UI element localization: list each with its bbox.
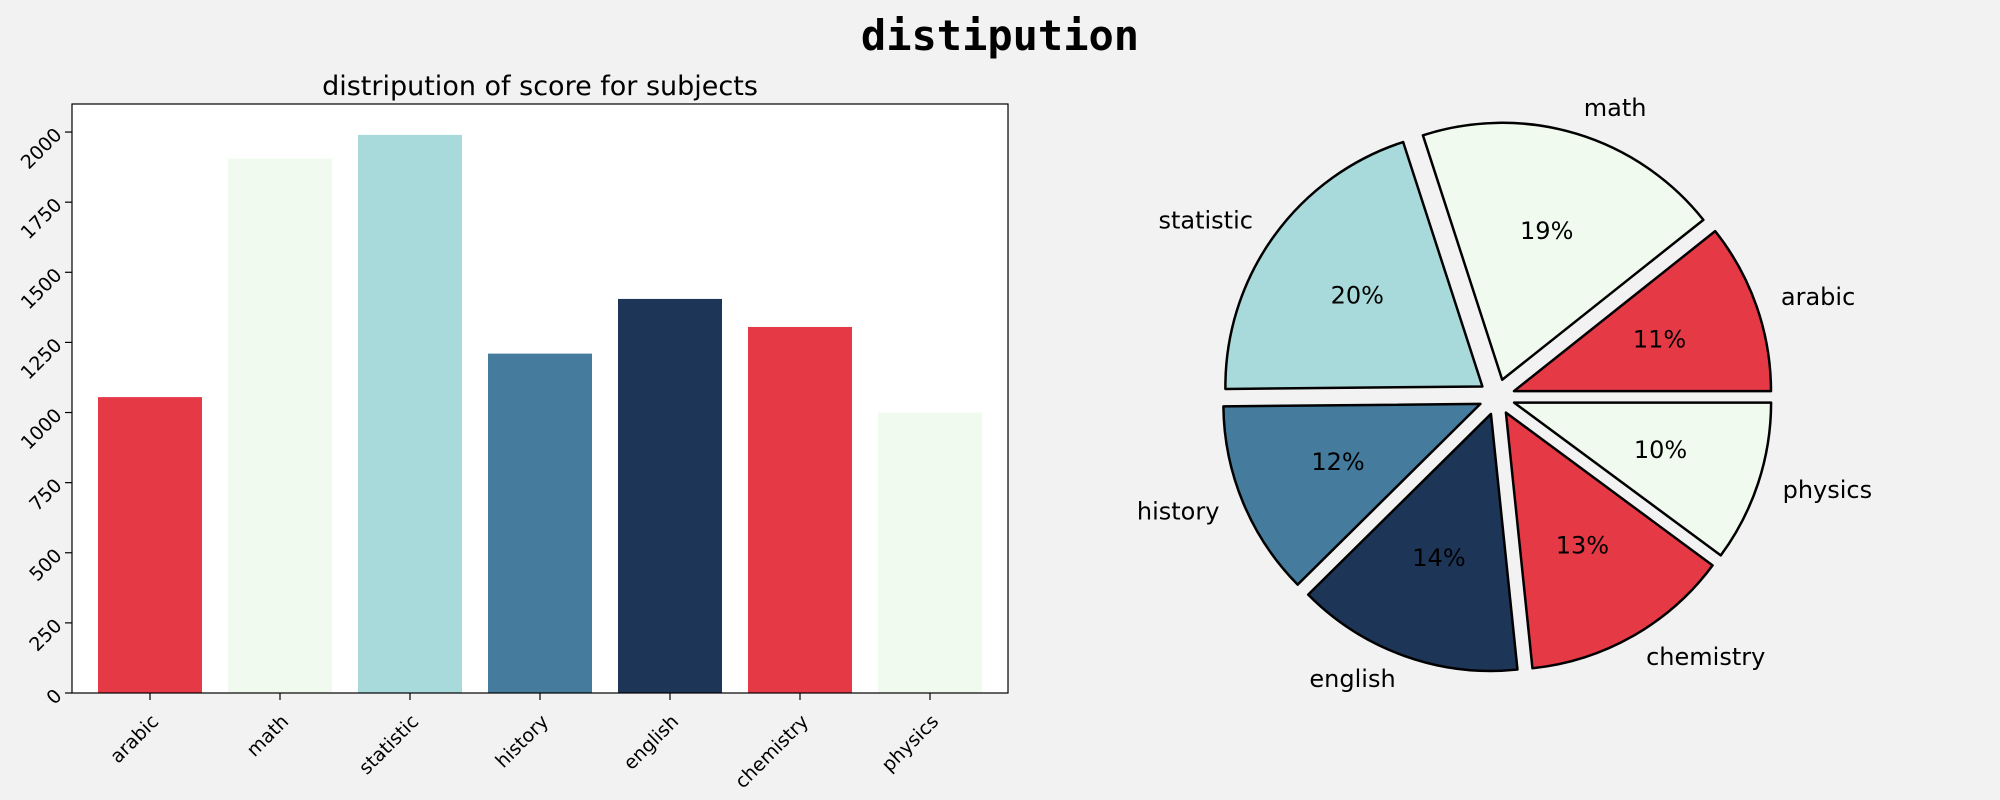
pie-percent-label-chemistry: 13% (1556, 532, 1609, 560)
bar-arabic (98, 397, 202, 693)
x-tick-label-chemistry: chemistry (731, 711, 813, 793)
bar-chemistry (748, 326, 852, 693)
bar-statistic (358, 134, 462, 693)
y-tick-label: 1250 (17, 334, 67, 384)
y-tick-label: 500 (25, 545, 66, 586)
pie-percent-label-math: 19% (1520, 217, 1573, 245)
bar-math (228, 158, 332, 693)
bar-english (618, 298, 722, 693)
pie-slice-arabic (1512, 229, 1773, 393)
pie-label-math: math (1584, 94, 1647, 122)
bar-physics (878, 412, 982, 693)
pie-label-arabic: arabic (1781, 283, 1855, 311)
figure-suptitle: distipution (861, 11, 1139, 60)
x-tick-label-math: math (242, 711, 293, 762)
bar-series (98, 134, 982, 693)
pie-slice-chemistry (1504, 411, 1714, 670)
x-tick-label-physics: physics (877, 711, 943, 777)
x-tick-label-english: english (619, 711, 683, 775)
pie-label-history: history (1137, 498, 1220, 526)
y-tick-label: 1000 (17, 404, 67, 454)
y-tick-label: 1750 (17, 194, 67, 244)
pie-label-chemistry: chemistry (1646, 643, 1765, 671)
y-tick-label: 250 (25, 615, 66, 656)
y-tick-label: 2000 (17, 124, 67, 174)
bar-chart-x-axis: arabic math statistic history english chemist… (106, 693, 943, 793)
pie-slice-statistic (1224, 140, 1484, 391)
pie-percent-label-statistic: 20% (1331, 281, 1384, 309)
pie-slice-physics (1512, 401, 1773, 557)
y-tick-label: 1500 (17, 264, 67, 314)
pie-percent-label-history: 12% (1311, 448, 1364, 476)
pie-chart: 11% arabic 19% math 20% statistic 12% history 14… (1137, 94, 1872, 693)
pie-percent-label-physics: 10% (1634, 436, 1687, 464)
x-tick-label-history: history (491, 711, 553, 773)
y-tick-label: 750 (25, 475, 66, 516)
bar-chart-y-axis: 0 250 500 750 1000 1250 1500 1750 2000 (17, 124, 72, 709)
pie-label-english: english (1309, 665, 1395, 693)
x-tick-label-statistic: statistic (355, 711, 423, 779)
pie-percent-label-english: 14% (1412, 544, 1465, 572)
bar-chart: distripution of score for subjects 0 250 5… (17, 71, 1009, 793)
pie-label-physics: physics (1783, 476, 1873, 504)
pie-percent-label-arabic: 11% (1633, 325, 1686, 353)
y-tick-label: 0 (42, 685, 66, 709)
bar-history (488, 353, 592, 693)
pie-slice-english (1306, 412, 1519, 673)
pie-slice-math (1421, 121, 1705, 382)
bar-chart-title: distripution of score for subjects (322, 71, 758, 102)
pie-slice-history (1222, 402, 1482, 586)
pie-label-statistic: statistic (1158, 206, 1252, 234)
x-tick-label-arabic: arabic (106, 711, 163, 768)
